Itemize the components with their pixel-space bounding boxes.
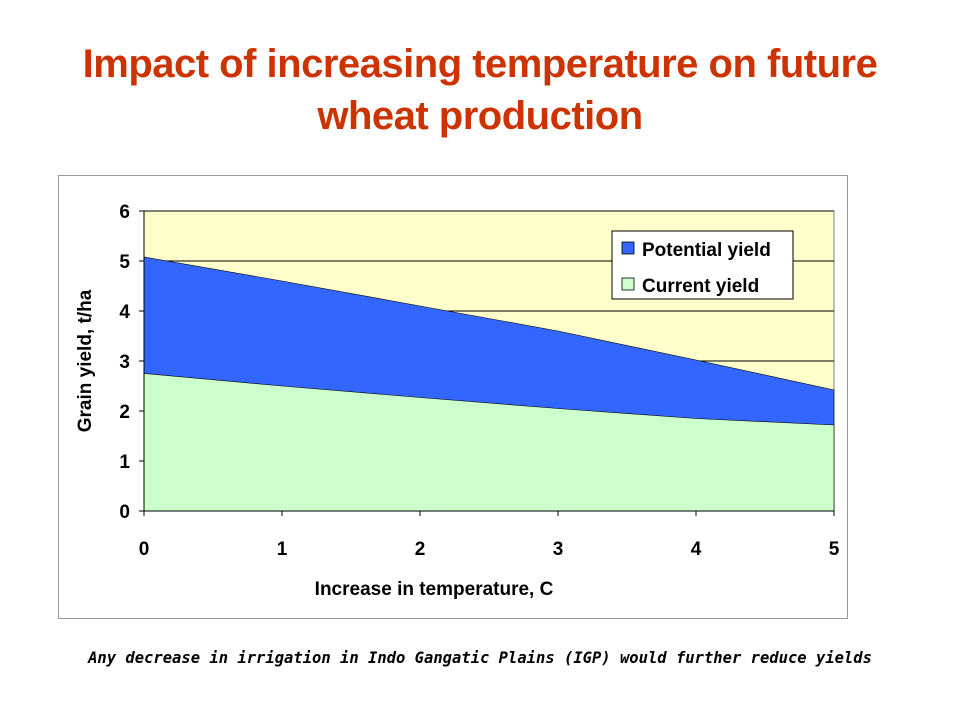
x-tick-label-5: 5 [829,539,840,560]
y-tick-label-6: 6 [119,202,130,223]
x-tick-label-3: 3 [553,539,564,560]
y-tick-label-1: 1 [119,452,130,473]
tick-labels: 0 1 2 3 4 5 6 0 1 2 3 4 5 [119,202,839,560]
chart-frame: 0 1 2 3 4 5 6 0 1 2 3 4 5 Increase in temperature, C… [58,175,848,619]
slide-title: Impact of increasing temperature on futu… [40,38,920,142]
y-tick-label-0: 0 [119,502,130,523]
series-area-current-yield [143,373,835,512]
y-axis-title: Grain yield, t/ha [75,289,96,432]
y-tick-label-3: 3 [119,352,130,373]
x-axis-title: Increase in temperature, C [315,579,554,600]
x-tick-label-2: 2 [415,539,426,560]
axes [139,210,835,516]
legend: Potential yield Current yield [611,230,794,300]
slide-title-line-1: Impact of increasing temperature on futu… [82,42,878,86]
x-tick-label-0: 0 [139,539,150,560]
legend-label-current-yield: Current yield [642,276,759,297]
footnote: Any decrease in irrigation in Indo Ganga… [88,649,872,667]
y-tick-label-5: 5 [119,252,130,273]
x-tick-label-1: 1 [277,539,288,560]
area-chart: 0 1 2 3 4 5 6 0 1 2 3 4 5 Increase in temperature, C… [75,202,840,600]
legend-swatch-current-yield [621,277,635,291]
y-tick-label-4: 4 [119,302,130,323]
series-areas [143,256,835,512]
legend-label-potential-yield: Potential yield [642,240,771,261]
slide-title-line-2: wheat production [317,94,643,138]
legend-box [611,230,794,300]
y-tick-label-2: 2 [119,402,130,423]
legend-swatch-potential-yield [621,241,635,255]
x-tick-label-4: 4 [691,539,702,560]
